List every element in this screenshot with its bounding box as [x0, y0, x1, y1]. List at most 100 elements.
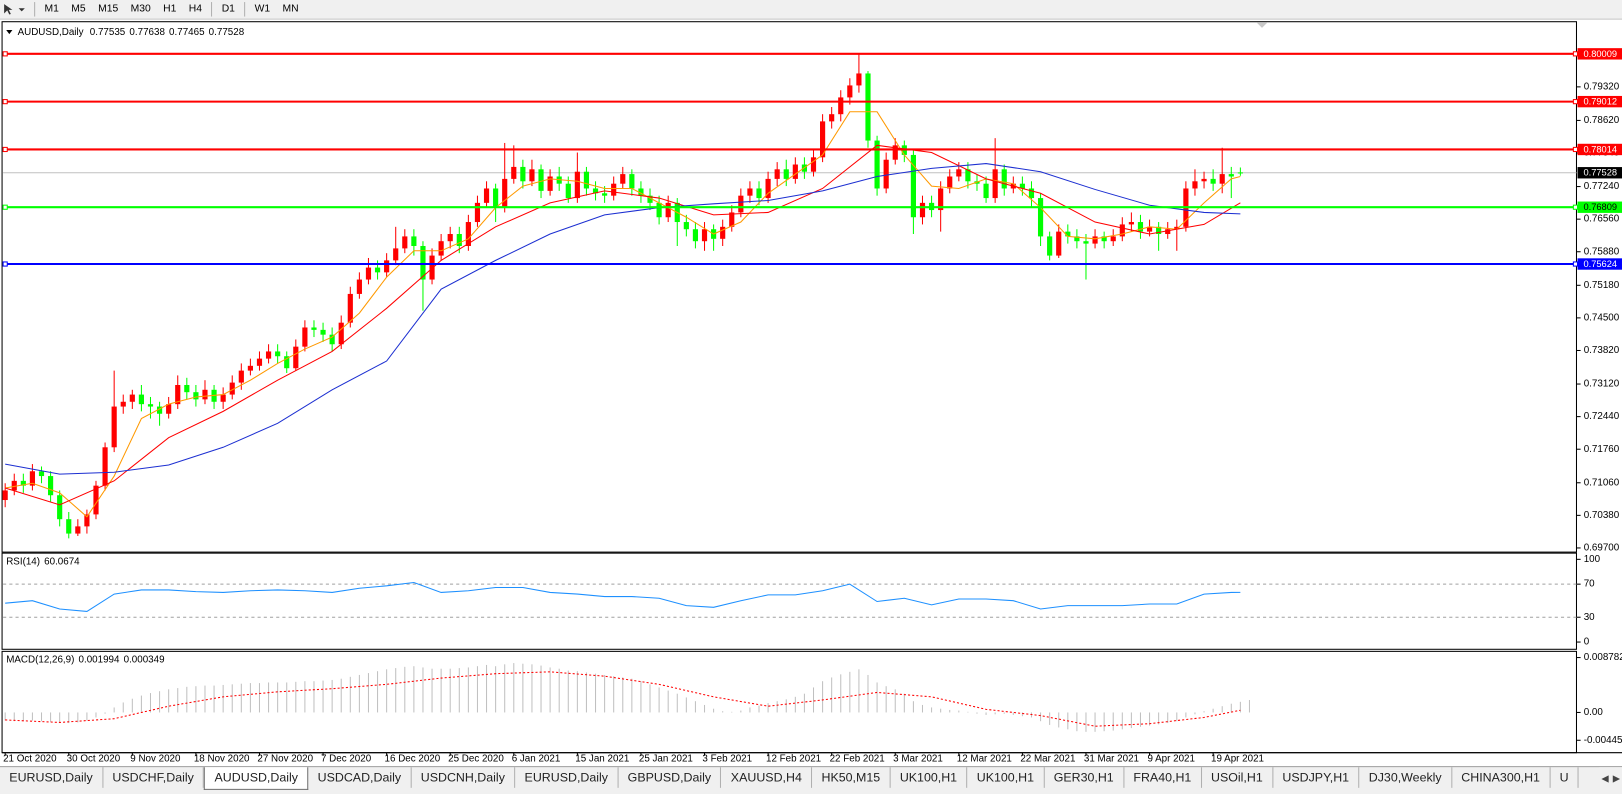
candle-body — [311, 327, 317, 330]
chart-tab[interactable]: USOil,H1 — [1202, 767, 1274, 788]
timeframe-button[interactable]: D1 — [221, 3, 235, 15]
chart-tab[interactable]: UK100,H1 — [967, 767, 1045, 788]
candle-body — [1047, 236, 1053, 256]
candle-body — [75, 526, 81, 534]
chart-tab[interactable]: DJ30,Weekly — [1359, 767, 1452, 788]
x-tick-label: 27 Nov 2020 — [257, 753, 313, 764]
chart-tab[interactable]: EURUSD,Daily — [0, 767, 104, 788]
timeframe-button[interactable]: H1 — [163, 3, 177, 15]
candle-body — [229, 382, 235, 395]
panel-frame — [1, 21, 1578, 553]
chart-window: 0.793200.786200.779400.772400.765600.758… — [0, 19, 1622, 767]
x-tick-label: 22 Mar 2021 — [1020, 753, 1075, 764]
level-anchor — [2, 261, 8, 267]
candle-body — [720, 226, 726, 239]
ohlc-value: 0.77465 — [169, 27, 205, 38]
candle-body — [1237, 172, 1243, 174]
candle-body — [829, 114, 835, 122]
candle-body — [338, 322, 344, 345]
candle-body — [983, 183, 989, 199]
candle-body — [1028, 188, 1035, 199]
candle-body — [602, 193, 608, 196]
x-tick-label: 16 Dec 2020 — [385, 753, 441, 764]
candle-body — [38, 471, 45, 477]
candle-body — [84, 514, 90, 527]
candle-body — [656, 202, 662, 218]
chart-header: AUDUSD,Daily 0.77535 0.77638 0.77465 0.77528 — [18, 27, 245, 38]
candle-body — [520, 166, 526, 182]
chart-tab[interactable]: GBPUSD,Daily — [618, 767, 722, 788]
cursor-tool[interactable] — [0, 1, 31, 18]
level-anchor — [1572, 51, 1579, 57]
chart-tab[interactable]: AUDUSD,Daily — [204, 767, 309, 790]
candle-body — [66, 519, 72, 534]
level-anchor — [1572, 261, 1579, 267]
candle-body — [738, 195, 744, 213]
chart-tab[interactable]: USDJPY,H1 — [1273, 767, 1360, 788]
candle-body — [1110, 236, 1116, 242]
candle-body — [1101, 236, 1107, 242]
candle-body — [638, 188, 644, 196]
chart-tab[interactable]: U — [1550, 767, 1579, 788]
timeframe-button[interactable]: M15 — [98, 3, 119, 15]
candle-body — [611, 183, 617, 196]
candle-body — [293, 346, 299, 369]
tab-scroll[interactable]: ◀ ▶ — [1599, 767, 1622, 790]
candle-body — [683, 222, 689, 230]
y-tick-label: 70 — [1584, 579, 1595, 590]
candle-body — [329, 334, 335, 345]
timeframe-button[interactable]: M30 — [130, 3, 151, 15]
level-label-box — [1577, 48, 1622, 60]
candle-body — [647, 195, 653, 203]
level-anchor — [1572, 146, 1579, 153]
chart-tab[interactable]: UK100,H1 — [891, 767, 968, 788]
level-anchor — [2, 146, 8, 153]
candle-body — [538, 169, 544, 191]
y-tick-label: 0.75180 — [1584, 280, 1620, 291]
y-tick-label: 0.74500 — [1584, 312, 1620, 323]
chart-tab[interactable]: USDCNH,Daily — [411, 767, 516, 788]
timeframe-button[interactable]: H4 — [188, 3, 203, 15]
candle-body — [184, 384, 190, 393]
chart-tab[interactable]: CHINA300,H1 — [1452, 767, 1551, 788]
y-tick-label: -0.004451 — [1584, 735, 1622, 746]
timeframe-button[interactable]: MN — [282, 3, 299, 15]
candle-body — [992, 169, 998, 199]
y-tick-label: 0.00 — [1584, 707, 1604, 718]
candle-body — [429, 255, 435, 280]
moving-average — [5, 111, 1241, 518]
price-label-box — [1577, 167, 1622, 179]
candle-body — [620, 174, 626, 184]
candle-body — [1210, 178, 1216, 184]
timeframe-button[interactable]: M5 — [71, 3, 86, 15]
candle-body — [120, 401, 126, 407]
candle-body — [102, 447, 108, 486]
candle-body — [384, 260, 390, 273]
candle-body — [256, 358, 263, 366]
candle-body — [729, 212, 735, 227]
x-tick-label: 7 Dec 2020 — [321, 753, 372, 764]
chart-tab[interactable]: GER30,H1 — [1044, 767, 1125, 788]
timeframe-button[interactable]: M1 — [44, 3, 59, 15]
candle-body — [402, 236, 408, 249]
candle-body — [129, 394, 135, 402]
x-tick-label: 21 Oct 2020 — [3, 753, 57, 764]
indicator-value: 0.000349 — [124, 654, 165, 665]
chart-tab[interactable]: XAUUSD,H4 — [721, 767, 813, 788]
level-label-box — [1577, 143, 1622, 156]
candle-body — [883, 159, 889, 189]
x-tick-label: 9 Nov 2020 — [130, 753, 181, 764]
chart-tab[interactable]: USDCAD,Daily — [308, 767, 412, 788]
timeframe-button[interactable]: W1 — [254, 3, 271, 15]
x-tick-label: 6 Jan 2021 — [512, 753, 561, 764]
candle-body — [701, 229, 708, 242]
level-anchor — [1572, 204, 1579, 210]
chart-tab[interactable]: FRA40,H1 — [1124, 767, 1202, 788]
candle-body — [111, 406, 117, 448]
price-label: 0.77528 — [1583, 168, 1617, 178]
chart-tab[interactable]: USDCHF,Daily — [103, 767, 205, 788]
level-anchor — [2, 204, 8, 210]
candle-body — [302, 327, 308, 347]
chart-tab[interactable]: EURUSD,Daily — [515, 767, 619, 788]
chart-tab[interactable]: HK50,M15 — [812, 767, 891, 788]
